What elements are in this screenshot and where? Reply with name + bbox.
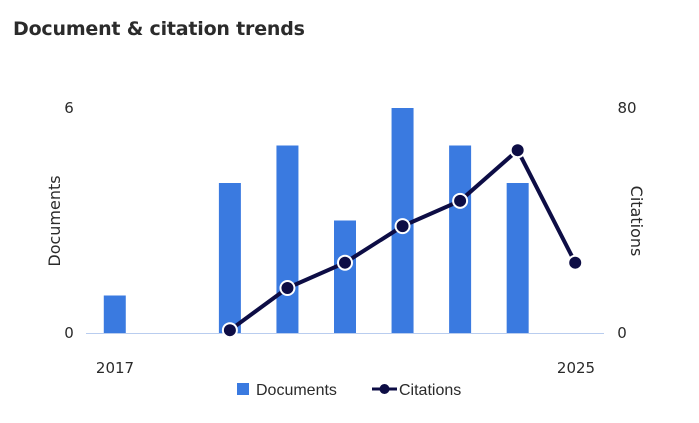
- citations-line-group: [221, 142, 584, 339]
- citations-point-2025[interactable]: [567, 254, 584, 271]
- documents-bar-2019[interactable]: [218, 183, 241, 333]
- right-axis-tick-top: 80: [617, 99, 636, 117]
- citations-point-2019[interactable]: [221, 322, 238, 339]
- documents-bars: [103, 108, 529, 334]
- documents-bar-2023[interactable]: [449, 145, 472, 334]
- right-axis-title: Citations: [627, 186, 646, 257]
- documents-bar-2017[interactable]: [103, 295, 126, 334]
- citations-point-2020[interactable]: [279, 280, 296, 296]
- left-axis-tick-top: 6: [64, 99, 74, 117]
- legend-documents-swatch: [237, 383, 249, 395]
- documents-bar-2024[interactable]: [506, 183, 529, 333]
- right-axis-tick-bottom: 0: [617, 324, 627, 342]
- chart-title: Document & citation trends: [13, 18, 305, 40]
- left-axis-tick-bottom: 0: [64, 324, 74, 342]
- legend-citations-marker: [379, 384, 390, 394]
- left-axis-title: Documents: [45, 175, 64, 266]
- citations-point-2022[interactable]: [394, 218, 411, 235]
- citations-point-2024[interactable]: [509, 142, 526, 159]
- legend-item-documents[interactable]: Documents: [237, 382, 337, 399]
- documents-bar-2021[interactable]: [334, 220, 356, 334]
- citations-point-2023[interactable]: [452, 192, 469, 209]
- documents-bar-2020[interactable]: [276, 145, 299, 334]
- x-axis-tick-last: 2025: [557, 359, 595, 377]
- legend: Documents Citations: [237, 382, 461, 399]
- legend-citations-label: Citations: [399, 382, 461, 399]
- citations-point-2021[interactable]: [337, 254, 353, 271]
- x-axis-tick-first: 2017: [96, 359, 134, 377]
- legend-item-citations[interactable]: Citations: [372, 382, 461, 399]
- legend-documents-label: Documents: [256, 382, 337, 399]
